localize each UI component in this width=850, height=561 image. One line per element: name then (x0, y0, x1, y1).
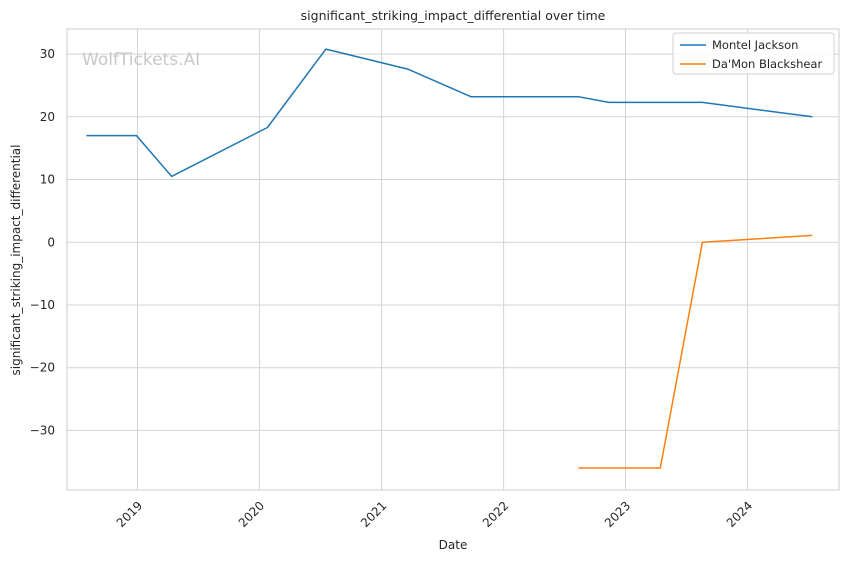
x-axis-ticks: 2019 2020 2021 2022 2023 2024 (114, 499, 755, 530)
series-line-montel-jackson (86, 48, 813, 178)
y-tick-label: 30 (40, 47, 55, 61)
plot-area-frame (66, 28, 840, 491)
y-axis-title: significant_striking_impact_differential (9, 145, 23, 376)
grid (67, 29, 839, 490)
x-axis-title: Date (439, 538, 468, 552)
legend: Montel Jackson Da'Mon Blackshear (672, 32, 835, 75)
legend-box (672, 32, 835, 75)
x-tick-label: 2021 (358, 499, 389, 530)
series-layer (86, 48, 813, 469)
x-tick-label: 2020 (236, 499, 267, 530)
y-tick-label: −20 (30, 361, 55, 375)
y-tick-label: −10 (30, 298, 55, 312)
y-tick-label: 0 (47, 235, 55, 249)
legend-label-damon-blackshear: Da'Mon Blackshear (712, 57, 822, 71)
y-tick-label: −30 (30, 423, 55, 437)
watermark: WolfTickets.AI (82, 50, 200, 70)
x-tick-label: 2022 (480, 499, 511, 530)
x-tick-label: 2024 (724, 499, 755, 530)
x-tick-label: 2023 (602, 499, 633, 530)
legend-label-montel-jackson: Montel Jackson (712, 38, 798, 52)
y-axis-ticks: 30 20 10 0 −10 −20 −30 (30, 47, 55, 437)
x-tick-label: 2019 (114, 499, 145, 530)
y-tick-label: 10 (40, 173, 55, 187)
y-tick-label: 20 (40, 110, 55, 124)
chart-title: significant_striking_impact_differential… (301, 8, 606, 23)
series-line-da-mon-blackshear (578, 234, 813, 469)
